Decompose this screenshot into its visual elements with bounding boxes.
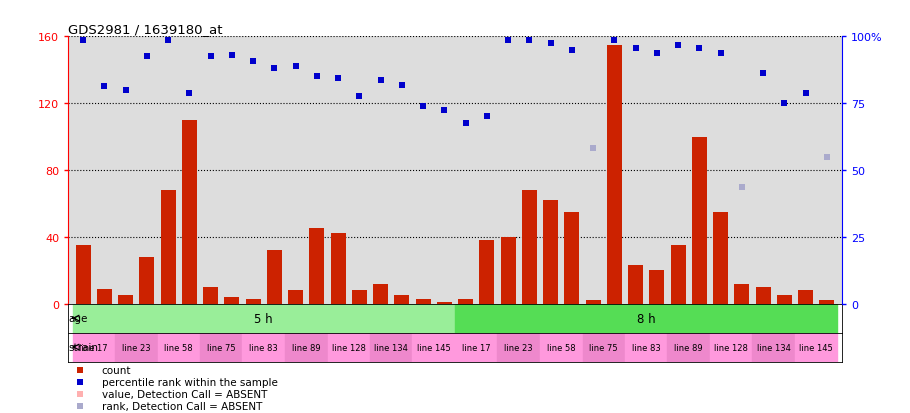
Text: line 134: line 134 — [374, 343, 409, 352]
Bar — [242, 333, 285, 362]
Text: line 145: line 145 — [417, 343, 450, 352]
Bar — [115, 333, 157, 362]
Text: line 75: line 75 — [207, 343, 236, 352]
Text: line 75: line 75 — [590, 343, 618, 352]
Text: line 23: line 23 — [122, 343, 150, 352]
Bar — [394, 296, 410, 304]
Bar — [309, 229, 324, 304]
Bar — [795, 333, 837, 362]
Text: line 89: line 89 — [674, 343, 703, 352]
Bar — [200, 333, 242, 362]
Bar — [582, 333, 625, 362]
Bar — [352, 290, 367, 304]
Bar — [267, 251, 282, 304]
Bar — [76, 245, 91, 304]
Bar — [540, 333, 582, 362]
Text: strain: strain — [68, 342, 98, 352]
Bar — [455, 333, 498, 362]
Bar — [285, 333, 328, 362]
Text: line 23: line 23 — [504, 343, 533, 352]
Bar — [225, 297, 239, 304]
Bar — [288, 290, 303, 304]
Text: percentile rank within the sample: percentile rank within the sample — [102, 377, 278, 387]
Text: count: count — [102, 365, 131, 375]
Bar — [564, 212, 580, 304]
Text: age: age — [68, 313, 88, 323]
Bar — [459, 299, 473, 304]
Bar — [330, 234, 346, 304]
Bar — [97, 289, 112, 304]
Bar — [480, 240, 494, 304]
Bar — [182, 121, 197, 304]
Text: line 58: line 58 — [547, 343, 575, 352]
Text: line 17: line 17 — [79, 343, 108, 352]
Bar — [73, 333, 115, 362]
Bar — [412, 333, 455, 362]
Bar — [625, 333, 668, 362]
Bar — [118, 296, 133, 304]
Text: line 89: line 89 — [292, 343, 320, 352]
Bar — [692, 137, 707, 304]
Bar — [755, 287, 771, 304]
Bar — [139, 257, 155, 304]
Bar — [734, 284, 749, 304]
Bar — [671, 245, 685, 304]
Bar — [628, 266, 643, 304]
Text: line 17: line 17 — [462, 343, 490, 352]
Bar — [753, 333, 795, 362]
Bar — [246, 299, 260, 304]
Bar — [713, 212, 728, 304]
Text: GDS2981 / 1639180_at: GDS2981 / 1639180_at — [68, 23, 223, 36]
Bar — [777, 296, 792, 304]
Text: rank, Detection Call = ABSENT: rank, Detection Call = ABSENT — [102, 401, 262, 411]
Bar — [586, 301, 601, 304]
Text: 5 h: 5 h — [255, 312, 273, 325]
Bar — [798, 290, 813, 304]
Bar — [370, 333, 412, 362]
Text: line 83: line 83 — [632, 343, 661, 352]
Bar — [455, 304, 837, 333]
Text: line 58: line 58 — [165, 343, 193, 352]
Bar — [161, 190, 176, 304]
Text: 8 h: 8 h — [637, 312, 655, 325]
Bar — [437, 302, 451, 304]
Bar — [668, 333, 710, 362]
Text: line 128: line 128 — [332, 343, 366, 352]
Bar — [543, 201, 558, 304]
Text: value, Detection Call = ABSENT: value, Detection Call = ABSENT — [102, 389, 267, 399]
Bar — [650, 271, 664, 304]
Bar — [416, 299, 430, 304]
Text: line 134: line 134 — [757, 343, 791, 352]
Bar — [157, 333, 200, 362]
Bar — [710, 333, 753, 362]
Bar — [501, 237, 516, 304]
Text: line 128: line 128 — [714, 343, 748, 352]
Bar — [819, 301, 834, 304]
Bar — [73, 304, 455, 333]
Bar — [373, 284, 388, 304]
Text: line 145: line 145 — [799, 343, 834, 352]
Bar — [203, 287, 218, 304]
Text: line 83: line 83 — [249, 343, 278, 352]
Bar — [498, 333, 540, 362]
Bar — [522, 190, 537, 304]
Bar — [607, 45, 622, 304]
Bar — [328, 333, 370, 362]
